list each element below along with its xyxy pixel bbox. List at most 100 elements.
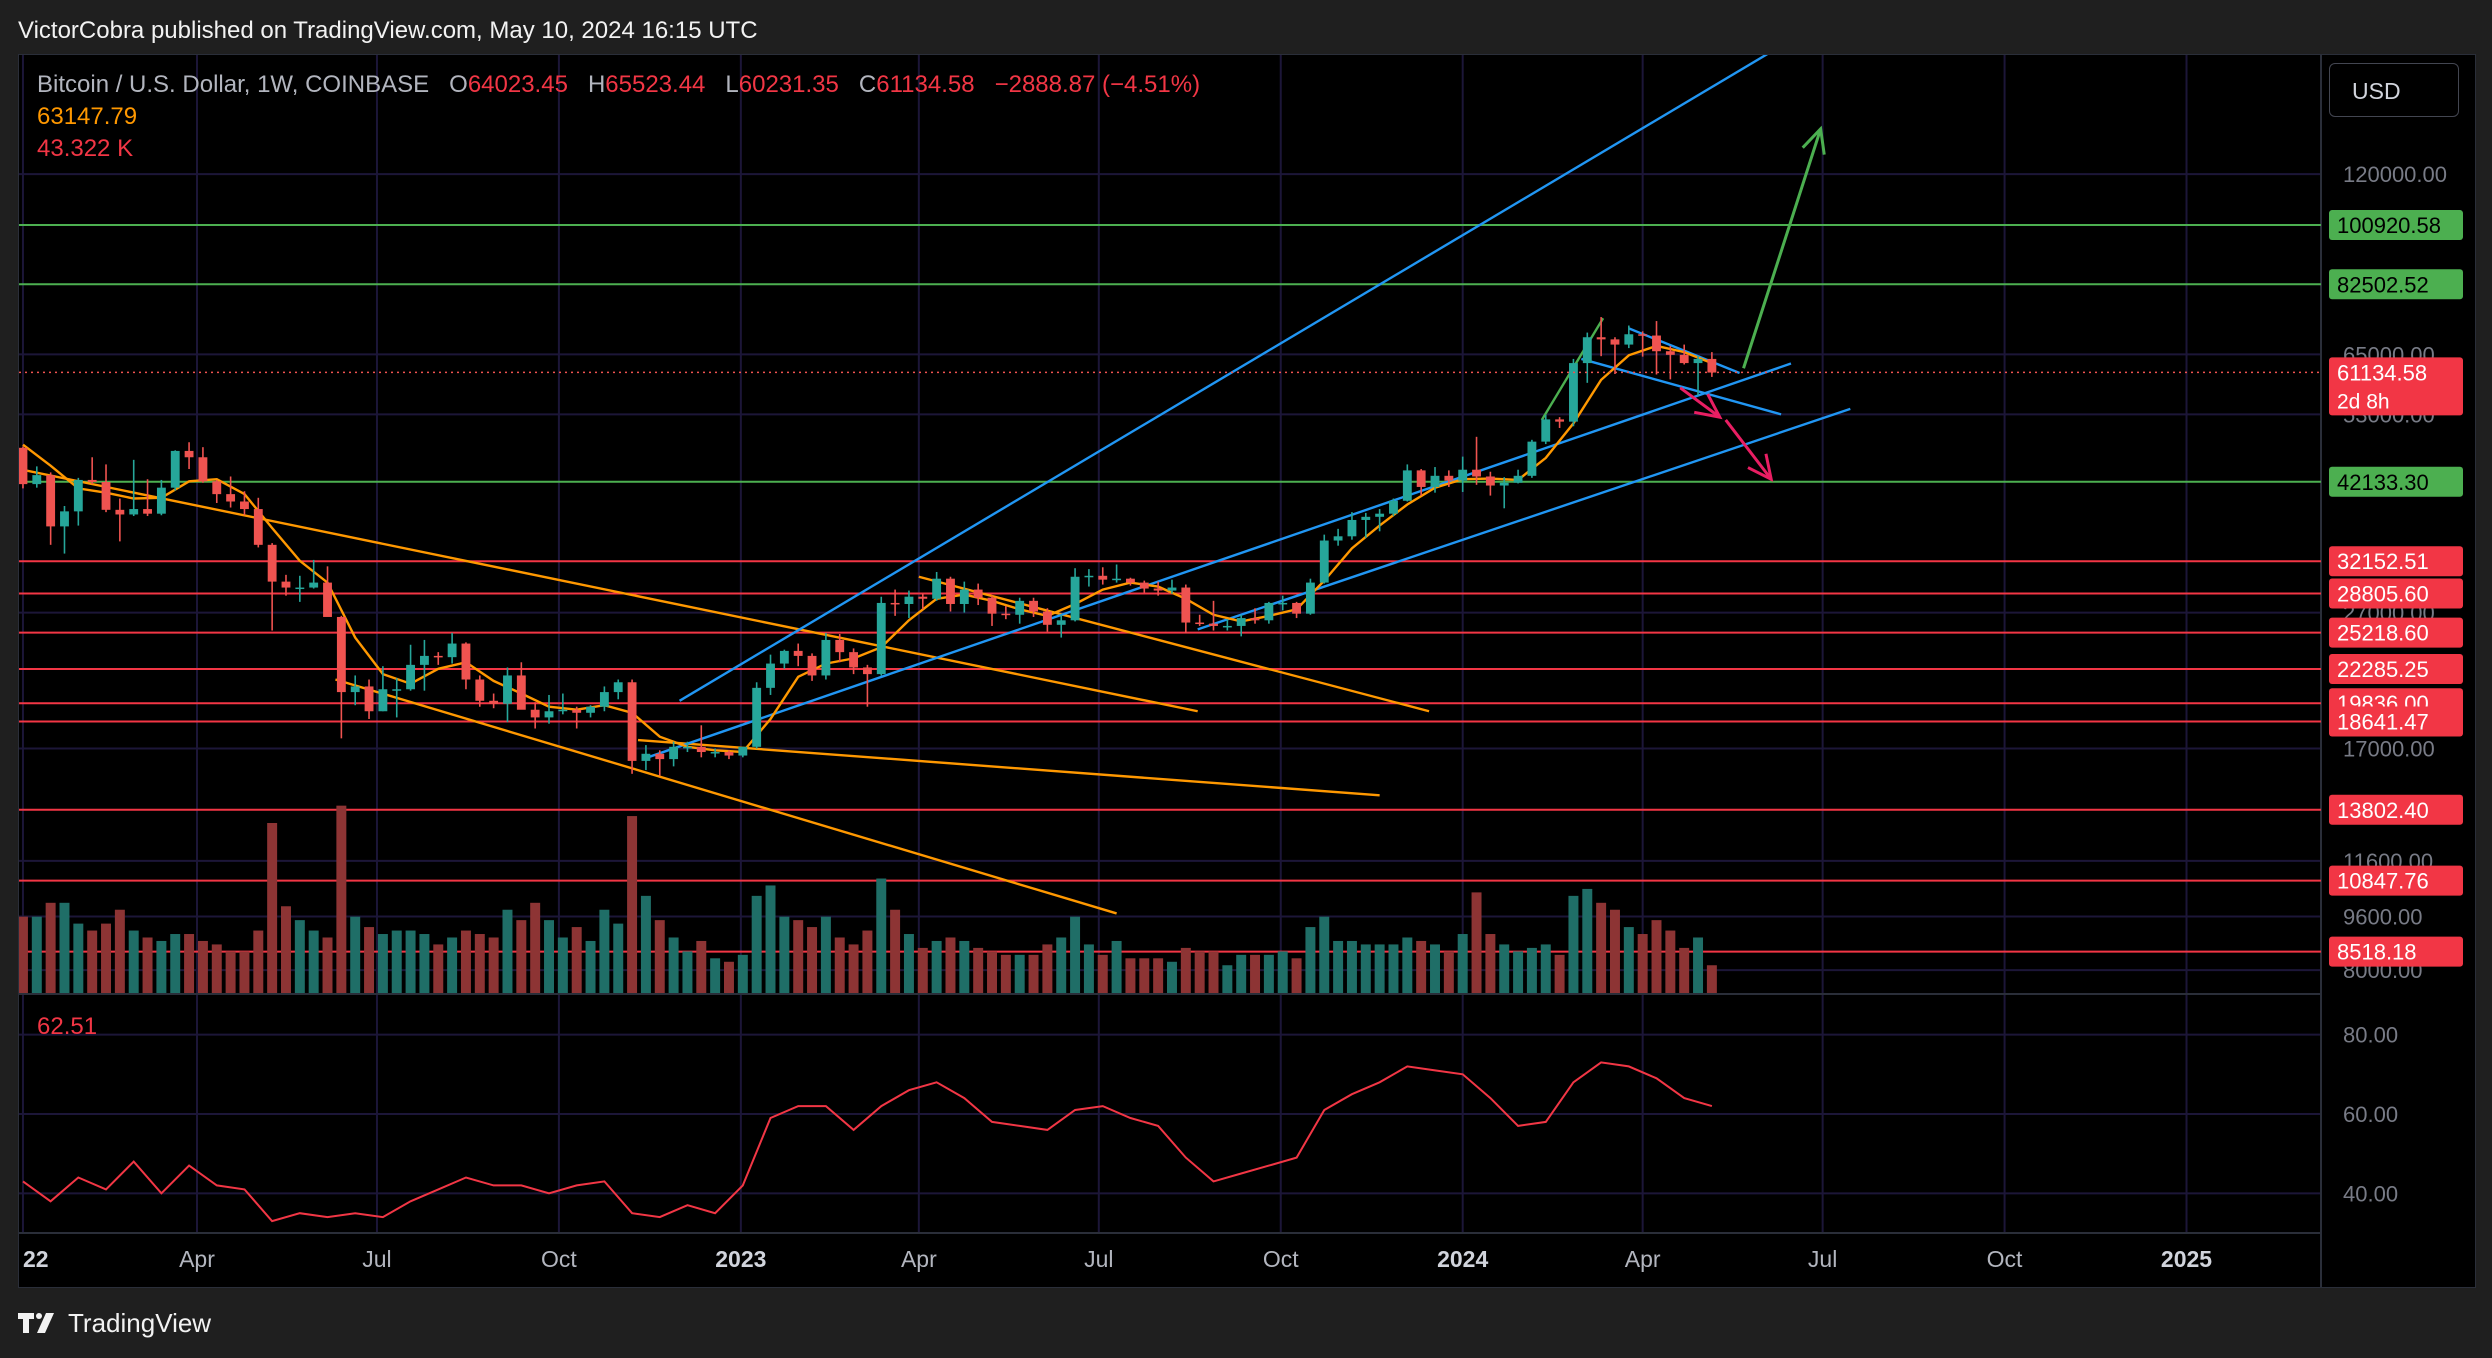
- volume-bar: [1125, 958, 1136, 993]
- currency-selector[interactable]: USD: [2329, 63, 2459, 117]
- candle-body: [987, 597, 997, 614]
- candle-body: [1555, 419, 1565, 422]
- symbol-name: Bitcoin / U.S. Dollar, 1W, COINBASE: [37, 71, 430, 98]
- trendline: [678, 55, 1769, 702]
- candle-body: [1416, 470, 1426, 487]
- candle-body: [212, 481, 222, 495]
- volume-bar: [322, 937, 333, 993]
- volume-bar: [1346, 940, 1357, 993]
- moving-average: [22, 344, 1713, 754]
- chart-frame[interactable]: 120000.0065000.0053000.0027000.0017000.0…: [18, 54, 2476, 1288]
- volume-bar: [225, 951, 236, 993]
- candle-body: [904, 596, 914, 604]
- time-tick-label: 2025: [2161, 1246, 2212, 1272]
- tradingview-logo[interactable]: TradingView: [18, 1303, 211, 1343]
- candle-body: [1292, 602, 1302, 614]
- volume-bar: [1568, 895, 1579, 993]
- volume-bar: [544, 920, 554, 993]
- candle-body: [184, 450, 194, 458]
- volume-bar: [737, 954, 748, 993]
- volume-bar: [1706, 965, 1717, 993]
- candle-body: [1153, 588, 1163, 591]
- candle-body: [170, 450, 180, 488]
- volume-bar: [128, 930, 139, 993]
- volume-bar: [820, 916, 831, 993]
- candle-body: [862, 667, 872, 675]
- candle-body: [1513, 475, 1523, 483]
- volume-bar: [1139, 958, 1150, 993]
- candle-body: [309, 582, 319, 588]
- volume-bar: [45, 902, 56, 993]
- horizontal-levels: [19, 224, 2321, 953]
- volume-bar: [474, 934, 485, 993]
- candle-body: [1278, 602, 1288, 605]
- volume-bar: [751, 895, 762, 993]
- volume-bar: [364, 927, 375, 993]
- candle-body: [1541, 419, 1551, 442]
- time-tick-label: 2024: [1437, 1246, 1488, 1272]
- volume-bar: [267, 823, 278, 993]
- volume-bar: [156, 940, 167, 993]
- candle-body: [1195, 622, 1205, 625]
- volume-bar: [1623, 927, 1634, 993]
- volume-bar: [1540, 944, 1551, 993]
- candle-body: [1610, 339, 1620, 345]
- candle-body: [835, 639, 845, 653]
- volume-bar: [1388, 944, 1399, 993]
- candle-body: [475, 679, 485, 701]
- volume-bar: [1374, 944, 1385, 993]
- time-tick-label: Jul: [1808, 1246, 1837, 1272]
- volume-bar: [862, 930, 873, 993]
- trendline: [1581, 357, 1782, 416]
- candle-body: [1319, 540, 1329, 583]
- price-axis: 120000.0065000.0053000.0027000.0017000.0…: [2322, 55, 2475, 1287]
- candle-body: [1652, 335, 1661, 352]
- candle-body: [1472, 469, 1481, 477]
- volume-value: 43.322 K: [37, 135, 134, 162]
- volume-bar: [391, 930, 402, 993]
- change-value: −2888.87 (−4.51%): [994, 71, 1201, 98]
- ma-value: 63147.79: [37, 103, 138, 130]
- candle-body: [198, 457, 208, 482]
- candle-body: [849, 652, 859, 668]
- trendline: [637, 738, 1380, 797]
- volume-bar: [710, 958, 721, 993]
- level-badge: [2329, 617, 2463, 648]
- time-tick-label: Oct: [1987, 1246, 2023, 1272]
- trendline: [647, 362, 1792, 759]
- candle-body: [461, 643, 471, 680]
- candle-body: [1361, 516, 1371, 520]
- candle-body: [503, 675, 512, 704]
- price-chart[interactable]: 120000.0065000.0053000.0027000.0017000.0…: [19, 55, 2475, 1287]
- candle-body: [558, 709, 568, 712]
- volume-bar: [281, 906, 291, 993]
- candle-body: [1582, 337, 1592, 364]
- candle-body: [1665, 351, 1675, 355]
- brand-name: TradingView: [68, 1308, 212, 1338]
- trendline: [1197, 407, 1851, 631]
- volume-bar: [1485, 934, 1496, 993]
- candle-body: [87, 479, 97, 483]
- volume-bar: [1000, 954, 1011, 993]
- candle-body: [1402, 470, 1412, 501]
- candle-body: [807, 655, 817, 676]
- volume-bar: [253, 930, 264, 993]
- volume-bar: [1651, 920, 1662, 993]
- candle-body: [1624, 334, 1634, 345]
- candle-body: [1015, 600, 1025, 615]
- candle-body: [1638, 334, 1648, 336]
- volume-bar: [530, 902, 541, 993]
- candle-body: [1458, 469, 1468, 481]
- candle-body: [1305, 582, 1315, 614]
- volume-bar: [1222, 965, 1233, 993]
- volume-bar: [488, 937, 499, 993]
- volume-bar: [1291, 958, 1302, 993]
- volume-bar: [73, 923, 84, 993]
- arrow-shaft: [1679, 386, 1721, 419]
- candle-body: [1444, 475, 1454, 481]
- volume-bar: [350, 916, 361, 993]
- volume-bar: [1457, 934, 1468, 993]
- volume-bar: [419, 934, 430, 993]
- level-badge-label: 22285.25: [2337, 657, 2429, 682]
- candle-body: [1236, 618, 1246, 626]
